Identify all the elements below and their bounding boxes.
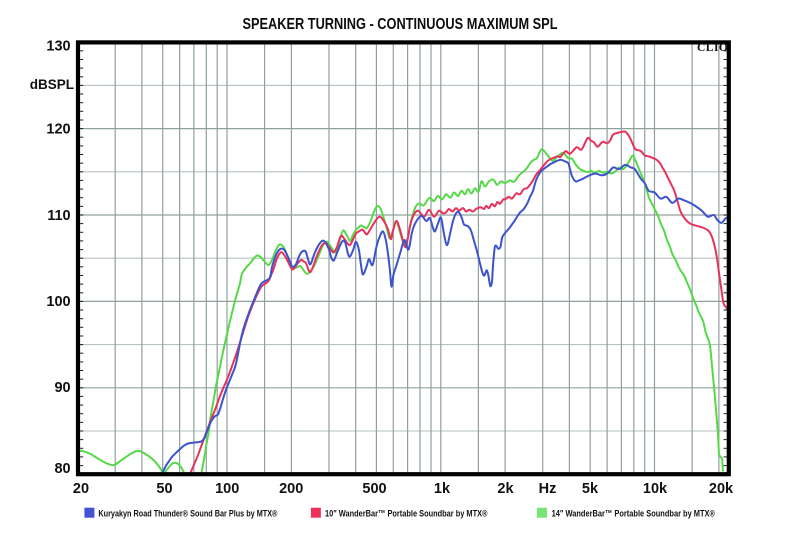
svg-text:120: 120 xyxy=(46,122,70,138)
svg-text:2k: 2k xyxy=(497,481,514,497)
svg-text:CLIO: CLIO xyxy=(697,42,728,54)
svg-text:100: 100 xyxy=(215,481,239,497)
svg-text:10" WanderBar™ Portable Soundb: 10" WanderBar™ Portable Soundbar by MTX® xyxy=(325,508,488,519)
svg-text:5k: 5k xyxy=(582,481,599,497)
svg-text:14" WanderBar™ Portable Soundb: 14" WanderBar™ Portable Soundbar by MTX® xyxy=(552,508,715,519)
svg-text:110: 110 xyxy=(47,208,70,224)
svg-text:80: 80 xyxy=(54,461,70,477)
svg-text:20k: 20k xyxy=(709,481,734,497)
svg-text:dBSPL: dBSPL xyxy=(30,77,74,92)
svg-text:200: 200 xyxy=(279,481,303,497)
svg-text:20: 20 xyxy=(73,481,89,497)
svg-text:10k: 10k xyxy=(643,481,668,497)
svg-text:50: 50 xyxy=(156,481,172,497)
svg-text:100: 100 xyxy=(46,294,70,310)
svg-text:SPEAKER TURNING - CONTINUOUS M: SPEAKER TURNING - CONTINUOUS MAXIMUM SPL xyxy=(243,16,558,33)
svg-text:130: 130 xyxy=(46,38,70,54)
svg-text:90: 90 xyxy=(54,380,70,396)
svg-text:500: 500 xyxy=(362,481,386,497)
svg-text:1k: 1k xyxy=(434,481,451,497)
svg-text:Hz: Hz xyxy=(539,481,557,497)
svg-text:Kuryakyn Road Thunder® Sound B: Kuryakyn Road Thunder® Sound Bar Plus by… xyxy=(98,508,277,519)
